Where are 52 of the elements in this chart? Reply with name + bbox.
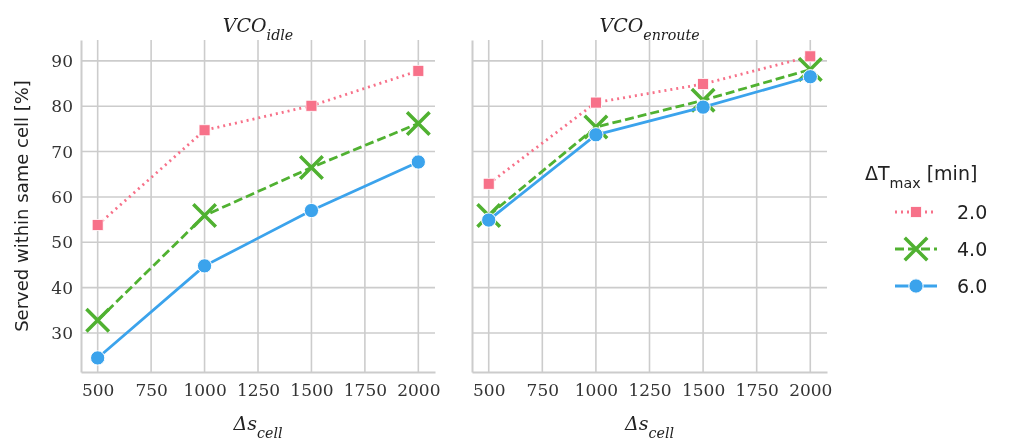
y-tick-label: 40 bbox=[51, 277, 73, 298]
x-tick-label: 1250 bbox=[628, 380, 672, 401]
x-tick-label: 1500 bbox=[290, 380, 334, 401]
x-tick-label: 1500 bbox=[681, 380, 726, 401]
point bbox=[90, 350, 106, 366]
y-tick-label: 60 bbox=[51, 186, 73, 207]
y-tick-label: 30 bbox=[51, 322, 73, 343]
legend-label: 2.0 bbox=[957, 201, 988, 223]
chart-title: VCO$_{enroute}$ bbox=[599, 14, 700, 43]
legend-title: ΔT$_{max}$ [min] bbox=[865, 162, 978, 191]
x-axis-title: Δs$_{cell}$ bbox=[232, 412, 283, 439]
point bbox=[797, 56, 824, 83]
chart-title: VCO$_{idle}$ bbox=[222, 14, 294, 43]
legend-label: 6.0 bbox=[957, 275, 988, 297]
point bbox=[298, 154, 325, 181]
x-tick-label: 1250 bbox=[236, 380, 281, 401]
y-tick-label: 90 bbox=[51, 50, 73, 71]
point bbox=[588, 127, 604, 143]
x-tick-label: 2000 bbox=[789, 380, 833, 401]
y-tick-label: 50 bbox=[51, 232, 73, 253]
x-tick-label: 2000 bbox=[397, 380, 441, 401]
y-tick-label: 80 bbox=[51, 96, 73, 117]
legend-label: 4.0 bbox=[957, 238, 988, 260]
point bbox=[196, 258, 213, 274]
point bbox=[695, 99, 711, 115]
y-tick-label: 70 bbox=[51, 141, 73, 162]
point bbox=[191, 202, 218, 229]
x-tick-label: 1750 bbox=[735, 380, 779, 401]
x-tick-label: 500 bbox=[81, 380, 115, 401]
x-tick-label: 1000 bbox=[183, 380, 227, 401]
point bbox=[405, 110, 432, 137]
point bbox=[804, 50, 817, 63]
point bbox=[303, 202, 320, 219]
point bbox=[590, 96, 602, 109]
point bbox=[305, 99, 318, 112]
y-axis-title: Served within same cell [%] bbox=[11, 80, 32, 332]
x-tick-label: 1750 bbox=[343, 380, 388, 401]
point bbox=[582, 114, 609, 141]
x-axis-title: Δs$_{cell}$ bbox=[623, 412, 675, 439]
point bbox=[410, 154, 426, 170]
point bbox=[91, 219, 104, 231]
x-tick-label: 750 bbox=[135, 380, 168, 401]
point bbox=[697, 78, 709, 90]
point bbox=[482, 177, 495, 190]
point bbox=[412, 64, 425, 77]
x-tick-label: 500 bbox=[472, 380, 506, 401]
x-tick-label: 750 bbox=[526, 380, 560, 401]
x-tick-label: 1000 bbox=[574, 380, 619, 401]
point bbox=[481, 212, 497, 228]
point bbox=[198, 124, 211, 137]
point bbox=[84, 307, 111, 334]
point bbox=[802, 69, 818, 85]
